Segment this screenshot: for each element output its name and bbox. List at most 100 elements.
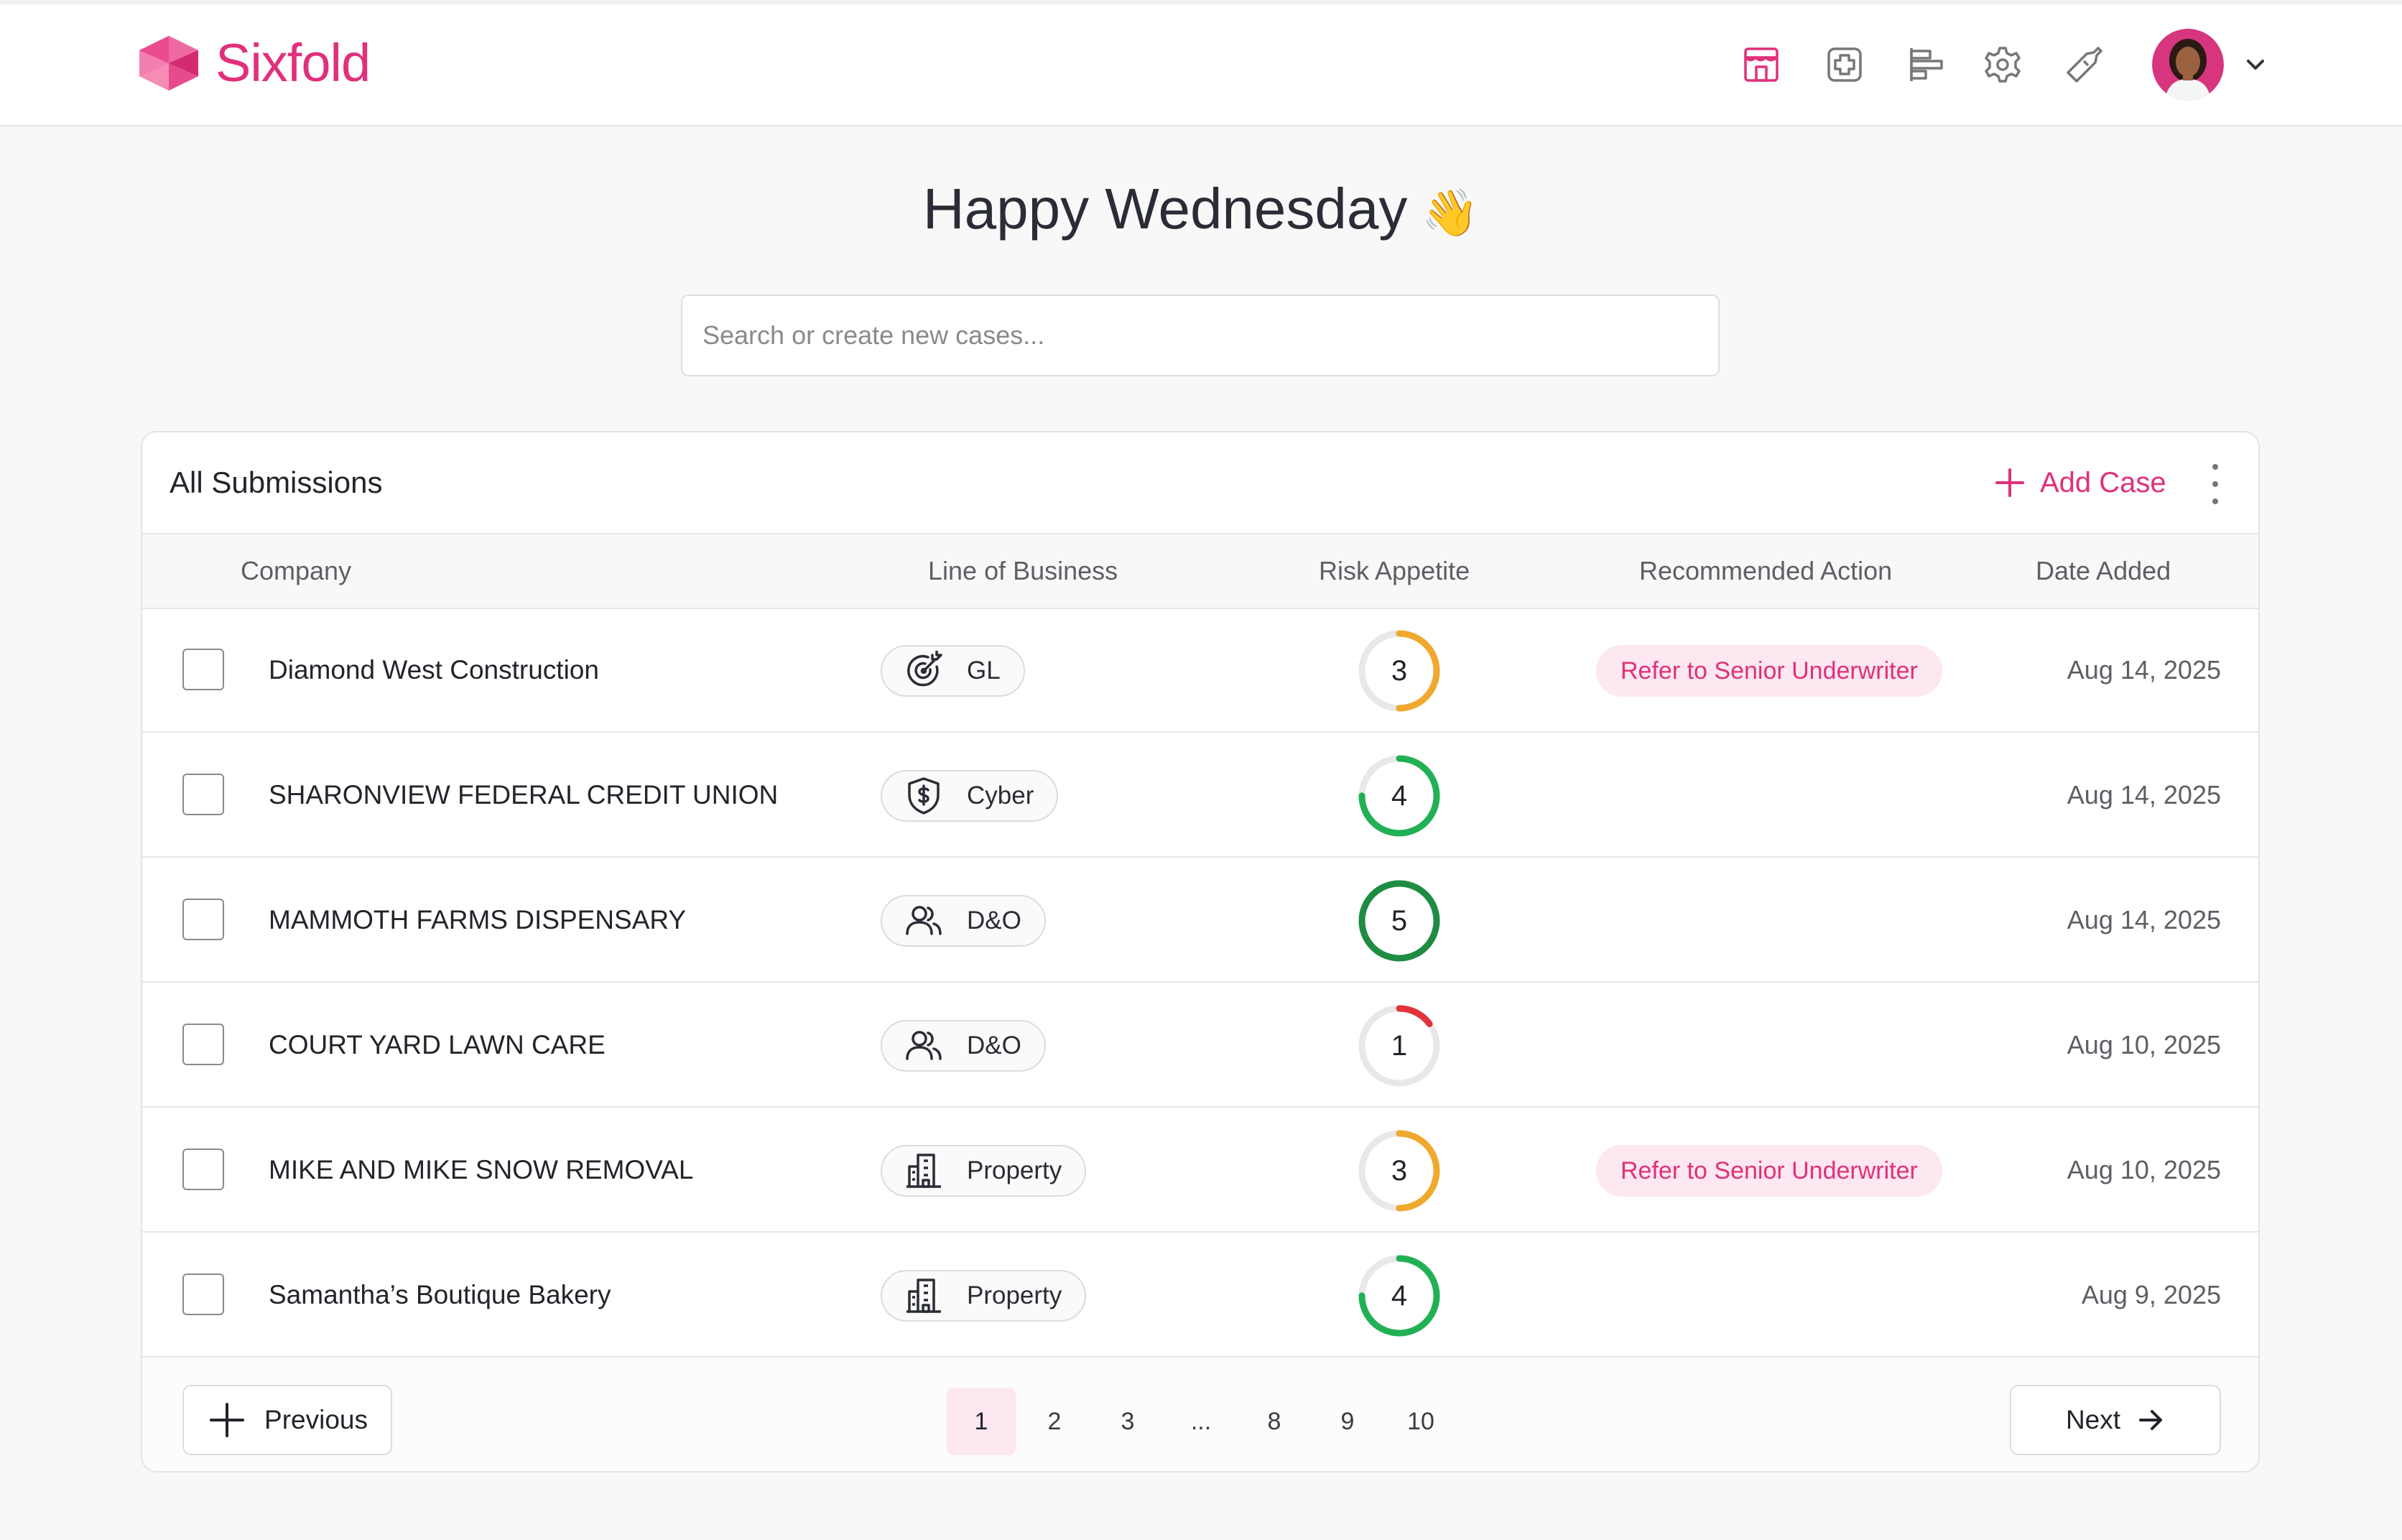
risk-score: 3 <box>1391 1155 1408 1187</box>
plus-icon <box>1995 468 2024 497</box>
page-numbers: 1 2 3... 8 9 10 <box>947 1388 1460 1455</box>
column-header-recommended-action[interactable]: Recommended Action <box>1639 556 1893 585</box>
risk-appetite-gauge: 3 <box>1355 1126 1444 1215</box>
date-added: Aug 14, 2025 <box>2067 655 2221 685</box>
company-name[interactable]: Diamond West Construction <box>269 655 599 685</box>
row-checkbox[interactable] <box>182 1024 224 1065</box>
next-button[interactable]: Next <box>2010 1385 2221 1455</box>
risk-appetite-gauge: 5 <box>1355 876 1444 965</box>
company-name[interactable]: MAMMOTH FARMS DISPENSARY <box>269 905 687 934</box>
waving-hand-emoji: 👋 <box>1422 187 1480 238</box>
page-greeting: Happy Wednesday 👋 <box>0 170 2402 252</box>
arrow-right-icon <box>2139 1410 2163 1430</box>
top-navigation-bar: Sixfold <box>0 0 2402 126</box>
cases-icon[interactable] <box>1822 42 1868 88</box>
row-checkbox[interactable] <box>182 899 224 940</box>
risk-gauge-arc <box>1358 880 1440 962</box>
company-name[interactable]: Samantha’s Boutique Bakery <box>269 1280 611 1309</box>
line-of-business-label: D&O <box>967 1031 1021 1059</box>
next-label: Next <box>2065 1405 2121 1434</box>
table-row[interactable]: MAMMOTH FARMS DISPENSARY D&O 5 Aug 14, 2025 <box>142 859 2258 983</box>
recommended-action-badge[interactable]: Refer to Senior Underwriter <box>1596 645 1942 697</box>
plus-icon <box>210 1403 245 1437</box>
risk-appetite-gauge: 1 <box>1355 1001 1444 1090</box>
risk-gauge-arc <box>1358 630 1440 712</box>
people-icon <box>904 1026 944 1066</box>
page-number[interactable]: 3 <box>1121 1408 1135 1435</box>
company-name[interactable]: MIKE AND MIKE SNOW REMOVAL <box>269 1155 694 1184</box>
table-row[interactable]: COURT YARD LAWN CARE D&O 1 Aug 10, 2025 <box>142 984 2258 1108</box>
table-row[interactable]: Diamond West Construction GL 3 Refer to Sen… <box>142 609 2258 733</box>
date-added: Aug 14, 2025 <box>2067 780 2221 810</box>
risk-score: 5 <box>1391 905 1408 937</box>
risk-gauge-arc <box>1358 755 1440 837</box>
greeting-text: Happy Wednesday <box>922 177 1408 241</box>
add-case-button[interactable]: Add Case <box>1994 460 2166 506</box>
page-ellipsis: ... <box>1190 1408 1212 1435</box>
page-number[interactable]: 2 <box>1047 1408 1062 1435</box>
table-row[interactable]: Samantha’s Boutique Bakery Property 4 Aug 9… <box>142 1234 2258 1358</box>
search-input[interactable] <box>681 294 1720 376</box>
building-icon <box>904 1151 944 1191</box>
previous-button[interactable]: Previous <box>182 1385 392 1455</box>
row-checkbox[interactable] <box>182 649 224 690</box>
line-of-business-badge: Cyber <box>881 770 1059 822</box>
line-of-business-badge: Property <box>881 1270 1087 1322</box>
line-of-business-label: GL <box>967 657 1001 685</box>
risk-score: 3 <box>1391 655 1408 687</box>
date-added: Aug 9, 2025 <box>2081 1280 2221 1309</box>
line-of-business-badge: GL <box>881 645 1025 697</box>
column-header-line-of-business[interactable]: Line of Business <box>928 556 1118 585</box>
company-name[interactable]: COURT YARD LAWN CARE <box>269 1030 606 1059</box>
risk-score: 1 <box>1391 1030 1408 1062</box>
sixfold-logo-icon <box>139 36 198 91</box>
column-header-risk-appetite[interactable]: Risk Appetite <box>1319 556 1470 585</box>
line-of-business-label: D&O <box>967 906 1021 934</box>
chevron-down-icon[interactable] <box>2241 50 2270 79</box>
line-of-business-badge: D&O <box>881 895 1046 947</box>
row-checkbox[interactable] <box>182 1149 224 1190</box>
date-added: Aug 14, 2025 <box>2067 905 2221 934</box>
target-icon <box>904 651 944 691</box>
reports-icon[interactable] <box>1903 42 1949 88</box>
building-icon <box>904 1276 944 1316</box>
dashboard-icon[interactable] <box>1738 42 1784 88</box>
line-of-business-label: Property <box>967 1281 1062 1309</box>
page-number[interactable]: 9 <box>1340 1408 1355 1435</box>
page-number[interactable]: 1 <box>947 1388 1016 1455</box>
recommended-action-badge[interactable]: Refer to Senior Underwriter <box>1596 1145 1942 1197</box>
risk-appetite-gauge: 3 <box>1355 626 1444 715</box>
row-checkbox[interactable] <box>182 774 224 815</box>
shield-dollar-icon <box>904 776 944 816</box>
line-of-business-badge: D&O <box>881 1020 1046 1072</box>
date-added: Aug 10, 2025 <box>2067 1155 2221 1184</box>
app-logo[interactable]: Sixfold <box>136 33 371 93</box>
settings-icon[interactable] <box>1980 42 2026 88</box>
date-added: Aug 10, 2025 <box>2067 1030 2221 1059</box>
pagination-bar: Previous 1 2 3... 8 9 10 Next <box>142 1359 2258 1471</box>
previous-label: Previous <box>264 1405 368 1434</box>
people-icon <box>904 901 944 941</box>
risk-gauge-arc <box>1358 1255 1440 1337</box>
page-number[interactable]: 10 <box>1407 1408 1434 1435</box>
add-case-label: Add Case <box>2040 466 2166 498</box>
page-number[interactable]: 8 <box>1267 1408 1281 1435</box>
card-title: All Submissions <box>170 465 383 499</box>
column-header-company[interactable]: Company <box>241 556 352 585</box>
risk-appetite-gauge: 4 <box>1355 1251 1444 1340</box>
user-avatar[interactable] <box>2152 29 2224 101</box>
tools-icon[interactable] <box>2060 42 2106 88</box>
risk-gauge-arc <box>1358 1005 1440 1087</box>
risk-score: 4 <box>1391 1280 1408 1312</box>
app-name: Sixfold <box>215 33 371 93</box>
company-name[interactable]: SHARONVIEW FEDERAL CREDIT UNION <box>269 780 779 810</box>
row-checkbox[interactable] <box>182 1274 224 1315</box>
risk-appetite-gauge: 4 <box>1355 751 1444 840</box>
risk-score: 4 <box>1391 780 1408 812</box>
table-row[interactable]: SHARONVIEW FEDERAL CREDIT UNION Cyber 4 Aug… <box>142 734 2258 858</box>
more-options-icon[interactable] <box>2201 464 2230 504</box>
column-header-date-added[interactable]: Date Added <box>2036 556 2171 585</box>
line-of-business-label: Property <box>967 1156 1062 1184</box>
table-row[interactable]: MIKE AND MIKE SNOW REMOVAL Property 3 Refer… <box>142 1109 2258 1233</box>
submissions-card: All Submissions Add Case Company Line of… <box>141 431 2260 1472</box>
